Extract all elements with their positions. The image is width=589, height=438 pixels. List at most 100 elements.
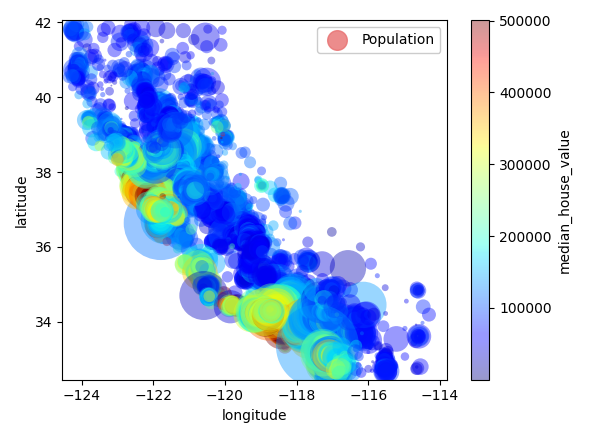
Point [291,324,300,331]
Point [265,308,274,315]
Point [371,346,380,353]
Point [198,276,208,283]
Point [328,361,337,368]
Point [154,104,164,111]
Point [316,326,326,333]
Point [319,354,329,361]
Point [138,173,148,180]
Point [229,302,238,309]
Point [143,177,153,184]
Point [153,189,162,196]
Point [315,319,324,326]
Point [309,314,318,321]
Point [175,177,184,184]
Point [210,210,219,217]
Point [153,168,162,175]
Point [135,69,144,76]
Point [150,167,159,174]
Point [162,113,171,120]
Point [322,365,331,372]
Point [176,168,186,175]
Point [176,139,186,146]
Point [279,323,289,330]
Point [174,159,183,166]
Point [162,215,171,223]
Point [138,176,148,183]
Point [132,178,141,185]
Point [109,71,118,78]
Point [295,322,305,329]
Point [286,322,295,329]
Point [171,167,181,174]
Point [323,322,333,329]
Point [157,197,166,204]
Point [283,321,292,328]
Point [147,170,157,177]
Point [172,146,181,153]
Point [159,169,168,176]
Point [133,177,143,184]
Point [131,156,140,163]
Point [294,316,303,323]
Point [155,180,165,187]
Point [289,318,298,325]
Point [282,320,292,327]
Point [279,316,288,323]
Point [166,149,175,156]
Point [277,310,286,317]
Point [150,192,160,199]
Point [140,187,149,194]
Point [118,152,127,159]
Point [292,313,302,320]
Point [323,364,333,371]
Point [117,65,126,72]
Point [296,315,306,322]
Point [290,326,300,333]
Point [324,364,333,371]
Point [320,334,330,341]
Point [284,316,293,323]
Point [133,176,143,183]
Point [256,241,266,248]
Point [153,193,163,200]
Point [328,345,337,352]
Point [173,142,183,149]
Point [293,315,303,322]
Point [325,362,335,369]
Point [154,196,163,203]
Point [293,326,303,333]
Point [294,316,304,323]
Point [286,317,295,324]
Point [198,140,208,147]
Point [299,331,308,338]
Point [302,333,311,340]
Point [132,182,141,189]
Point [122,105,131,112]
Point [174,168,183,175]
Point [282,316,292,323]
Point [280,323,290,330]
Point [174,171,183,178]
Point [150,174,160,181]
Point [325,364,335,371]
Point [188,91,197,98]
Point [316,315,326,322]
Point [134,182,143,189]
Point [317,352,326,359]
Point [276,309,286,316]
Point [301,328,310,336]
Point [316,309,326,316]
Point [287,322,296,329]
Point [143,180,153,187]
Point [171,144,181,151]
Point [285,311,294,318]
Point [284,319,293,326]
Point [292,328,302,336]
Point [323,367,333,374]
Point [296,322,306,329]
Point [139,164,148,171]
Point [296,323,305,330]
Point [152,167,161,174]
Point [302,337,312,344]
Point [329,321,338,328]
